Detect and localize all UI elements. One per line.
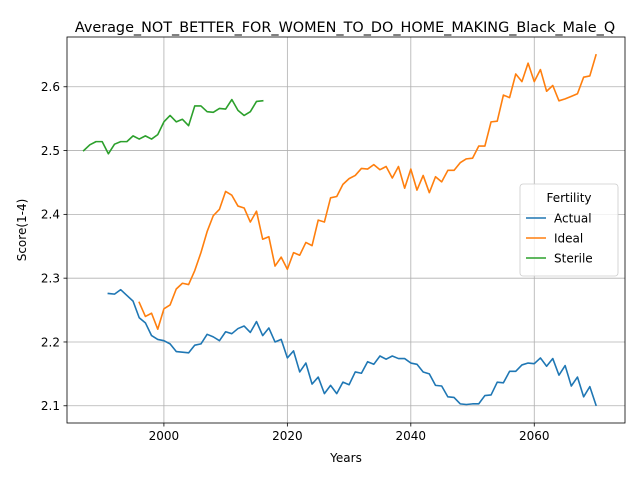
y-tick-label: 2.3: [41, 271, 60, 285]
x-tick-label: 2020: [272, 429, 303, 443]
legend-label-ideal: Ideal: [554, 231, 583, 245]
y-tick-label: 2.5: [41, 144, 60, 158]
y-tick-label: 2.4: [41, 208, 60, 222]
legend-label-actual: Actual: [554, 211, 592, 225]
x-axis-label: Years: [329, 451, 362, 465]
x-tick-label: 2000: [149, 429, 180, 443]
x-tick-label: 2060: [519, 429, 550, 443]
y-tick-label: 2.1: [41, 399, 60, 413]
y-tick-label: 2.2: [41, 335, 60, 349]
legend: Fertility Actual Ideal Sterile: [520, 184, 618, 276]
legend-label-sterile: Sterile: [554, 251, 593, 265]
chart-title: Average_NOT_BETTER_FOR_WOMEN_TO_DO_HOME_…: [75, 20, 615, 36]
x-tick-label: 2040: [396, 429, 427, 443]
y-axis-label: Score(1-4): [15, 199, 29, 262]
legend-title: Fertility: [546, 191, 591, 205]
y-tick-label: 2.6: [41, 80, 60, 94]
